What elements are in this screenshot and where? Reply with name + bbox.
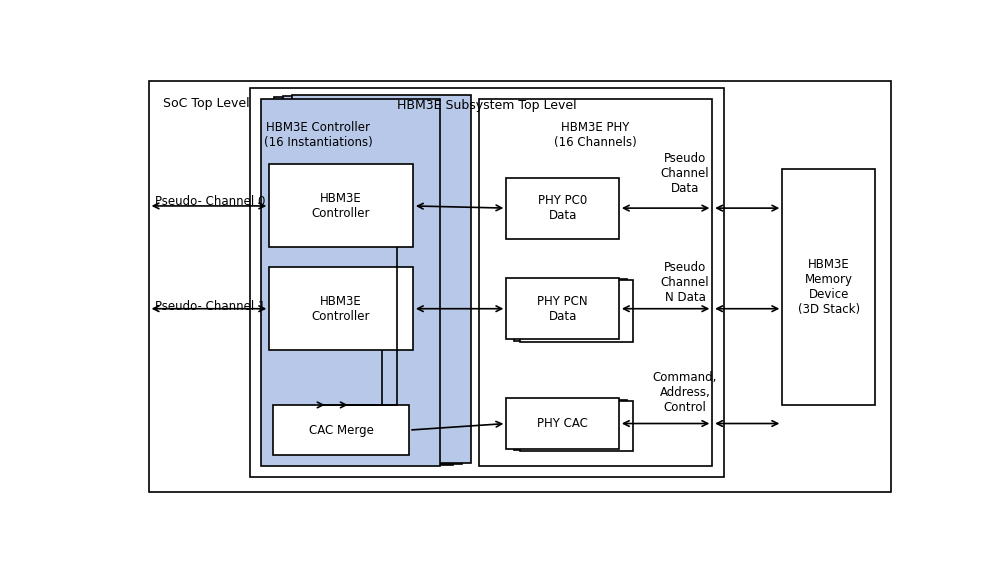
Text: Pseudo- Channel 1: Pseudo- Channel 1 xyxy=(154,300,266,313)
Text: HBM3E
Controller: HBM3E Controller xyxy=(312,295,370,323)
Text: CAC Merge: CAC Merge xyxy=(309,424,373,437)
Bar xyxy=(269,267,413,350)
Text: HBM3E Controller
(16 Instantiations): HBM3E Controller (16 Instantiations) xyxy=(264,120,372,149)
Text: Pseudo
Channel
N Data: Pseudo Channel N Data xyxy=(660,261,708,304)
Bar xyxy=(520,281,632,342)
Bar xyxy=(513,279,626,341)
Bar xyxy=(249,88,723,477)
Bar xyxy=(269,164,413,248)
Text: Pseudo
Channel
Data: Pseudo Channel Data xyxy=(660,152,708,195)
Bar xyxy=(513,400,626,450)
Text: PHY PC0
Data: PHY PC0 Data xyxy=(537,194,586,222)
Bar xyxy=(506,398,618,449)
Bar xyxy=(520,401,632,451)
Bar xyxy=(293,95,471,463)
Text: HBM3E PHY
(16 Channels): HBM3E PHY (16 Channels) xyxy=(554,120,636,149)
Text: SoC Top Level: SoC Top Level xyxy=(162,97,249,110)
Bar xyxy=(274,97,452,465)
Bar xyxy=(782,169,875,405)
Text: HBM3E Subsystem Top Level: HBM3E Subsystem Top Level xyxy=(397,99,576,112)
Bar xyxy=(283,97,462,463)
Text: HBM3E
Controller: HBM3E Controller xyxy=(312,192,370,220)
Bar xyxy=(506,278,618,339)
Bar xyxy=(479,99,711,466)
Text: HBM3E
Memory
Device
(3D Stack): HBM3E Memory Device (3D Stack) xyxy=(797,258,859,316)
Bar xyxy=(262,99,440,466)
Bar xyxy=(273,405,409,455)
Bar xyxy=(506,177,618,239)
Text: PHY CAC: PHY CAC xyxy=(537,417,587,430)
Text: Pseudo- Channel 0: Pseudo- Channel 0 xyxy=(154,195,265,208)
Text: Command,
Address,
Control: Command, Address, Control xyxy=(652,371,716,414)
Text: PHY PCN
Data: PHY PCN Data xyxy=(537,295,587,323)
